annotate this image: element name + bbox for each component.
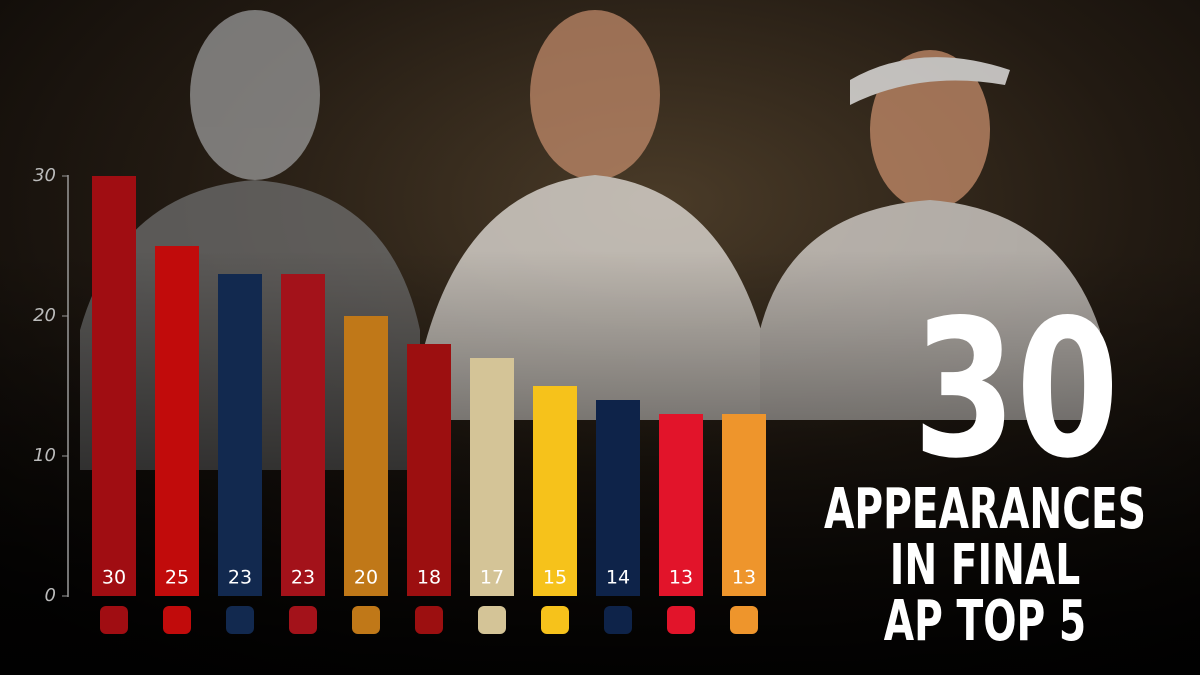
value-label: 18 [417,567,441,589]
bar [218,274,262,596]
team-logo [289,606,317,634]
bar [92,176,136,596]
bar [155,246,199,596]
value-label: 30 [102,567,126,589]
team-logo [667,606,695,634]
value-label: 13 [669,567,693,589]
bar [596,400,640,596]
team-logo [478,606,506,634]
value-label: 13 [732,567,756,589]
bar [533,386,577,596]
y-tick-label: 30 [33,165,56,186]
headline: 30 [913,280,1119,501]
bar [281,274,325,596]
value-label: 20 [354,567,378,589]
team-logo [226,606,254,634]
value-label: 15 [543,567,567,589]
bar [407,344,451,596]
headline-line: AP TOP 5 [884,589,1086,654]
y-tick-label: 0 [45,585,56,606]
bar [659,414,703,596]
headline-line: APPEARANCES [824,477,1146,542]
team-logo [730,606,758,634]
team-logo [541,606,569,634]
headline-number: 30 [913,280,1119,501]
headline-line: IN FINAL [890,533,1081,598]
value-label: 23 [291,567,315,589]
bar [470,358,514,596]
value-label: 23 [228,567,252,589]
team-logo [163,606,191,634]
team-logo [352,606,380,634]
value-label: 17 [480,567,504,589]
y-tick-label: 10 [33,445,56,466]
team-logo [415,606,443,634]
team-logo [604,606,632,634]
team-logo [100,606,128,634]
value-label: 14 [606,567,630,589]
value-label: 25 [165,567,189,589]
y-tick-label: 20 [33,305,56,326]
bar [722,414,766,596]
bar [344,316,388,596]
